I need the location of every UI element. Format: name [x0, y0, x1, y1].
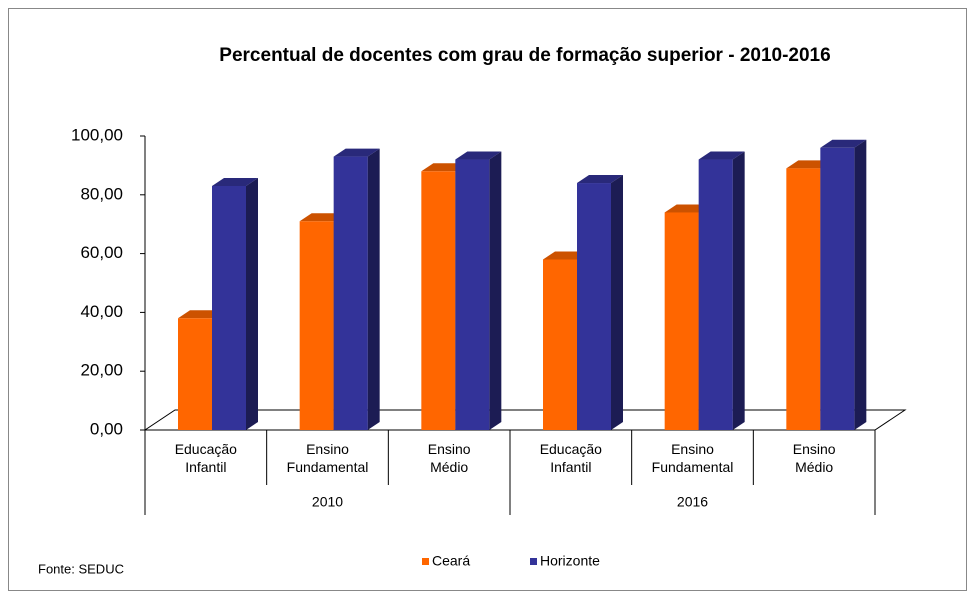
chart-title: Percentual de docentes com grau de forma… — [219, 45, 830, 66]
bar-side — [611, 175, 623, 430]
bar — [333, 148, 380, 430]
bar-front — [333, 156, 368, 430]
bar-side — [246, 177, 258, 430]
y-tick-label: 40,00 — [80, 302, 123, 321]
bar-front — [698, 159, 733, 430]
bar-front — [212, 185, 246, 430]
x-tick-label: Educação Infantil — [539, 441, 602, 475]
group-label: 2010 — [312, 494, 343, 510]
y-tick-label: 100,00 — [71, 125, 123, 144]
y-tick-label: 20,00 — [80, 361, 123, 380]
x-tick-label: Educação Infantil — [174, 441, 237, 475]
bar-front — [543, 259, 577, 430]
bar-top — [455, 151, 502, 160]
bar-top — [577, 175, 623, 184]
bar-front — [577, 183, 611, 430]
legend-label: Horizonte — [540, 553, 600, 569]
bar-top — [212, 177, 258, 186]
legend-swatch — [422, 558, 429, 565]
x-tick-label: Ensino Fundamental — [286, 441, 369, 475]
bar-side — [854, 139, 867, 430]
bar — [698, 151, 745, 430]
bar-top — [698, 151, 745, 160]
bar-side — [732, 151, 745, 430]
y-tick-label: 0,00 — [90, 419, 123, 438]
y-tick-label: 60,00 — [80, 243, 123, 262]
bar-top — [333, 148, 380, 157]
source-note: Fonte: SEDUC — [38, 561, 124, 576]
bar-front — [421, 171, 456, 430]
group-label: 2016 — [677, 494, 708, 510]
bar-front — [664, 212, 699, 430]
bar-side — [367, 148, 380, 430]
bar-front — [178, 318, 212, 430]
bar-front — [455, 159, 490, 430]
y-tick-label: 80,00 — [80, 184, 123, 203]
bar-front — [299, 221, 334, 430]
bar-front — [786, 168, 821, 430]
x-tick-label: Ensino Fundamental — [651, 441, 734, 475]
bar-side — [489, 151, 502, 430]
x-tick-label: Ensino Médio — [427, 441, 471, 475]
bar — [455, 151, 502, 430]
x-tick-label: Ensino Médio — [792, 441, 836, 475]
bar-top — [820, 139, 867, 148]
bar-front — [820, 147, 855, 430]
bar — [212, 177, 258, 430]
bar — [820, 139, 867, 430]
legend-label: Ceará — [432, 553, 470, 569]
legend-swatch — [530, 558, 537, 565]
bar — [577, 175, 623, 430]
